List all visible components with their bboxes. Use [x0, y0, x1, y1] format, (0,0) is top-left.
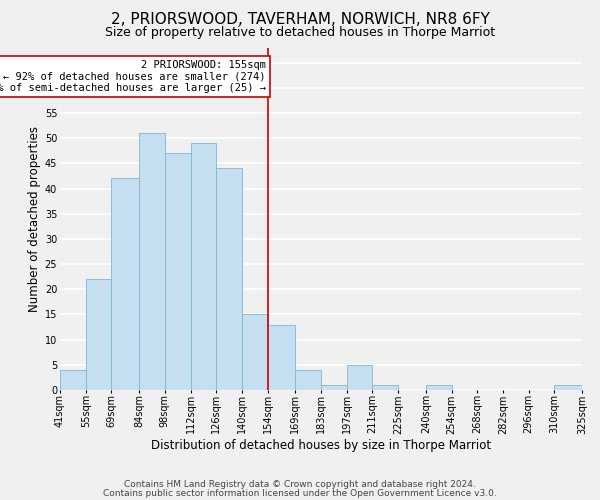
Bar: [86, 279, 112, 390]
Bar: [554, 385, 582, 390]
Bar: [295, 370, 321, 390]
Text: Size of property relative to detached houses in Thorpe Marriot: Size of property relative to detached ho…: [105, 26, 495, 39]
Bar: [216, 168, 242, 390]
Y-axis label: Number of detached properties: Number of detached properties: [28, 126, 41, 312]
Text: 2, PRIORSWOOD, TAVERHAM, NORWICH, NR8 6FY: 2, PRIORSWOOD, TAVERHAM, NORWICH, NR8 6F…: [110, 12, 490, 28]
Bar: [347, 365, 373, 390]
Bar: [139, 133, 165, 390]
Bar: [165, 154, 191, 390]
Bar: [112, 178, 139, 390]
Bar: [373, 385, 398, 390]
Bar: [60, 370, 86, 390]
Bar: [268, 324, 295, 390]
Bar: [321, 385, 347, 390]
Text: 2 PRIORSWOOD: 155sqm
← 92% of detached houses are smaller (274)
8% of semi-detac: 2 PRIORSWOOD: 155sqm ← 92% of detached h…: [0, 60, 266, 94]
Text: Contains HM Land Registry data © Crown copyright and database right 2024.: Contains HM Land Registry data © Crown c…: [124, 480, 476, 489]
Bar: [242, 314, 268, 390]
Text: Contains public sector information licensed under the Open Government Licence v3: Contains public sector information licen…: [103, 488, 497, 498]
Bar: [426, 385, 452, 390]
Bar: [191, 143, 216, 390]
X-axis label: Distribution of detached houses by size in Thorpe Marriot: Distribution of detached houses by size …: [151, 439, 491, 452]
